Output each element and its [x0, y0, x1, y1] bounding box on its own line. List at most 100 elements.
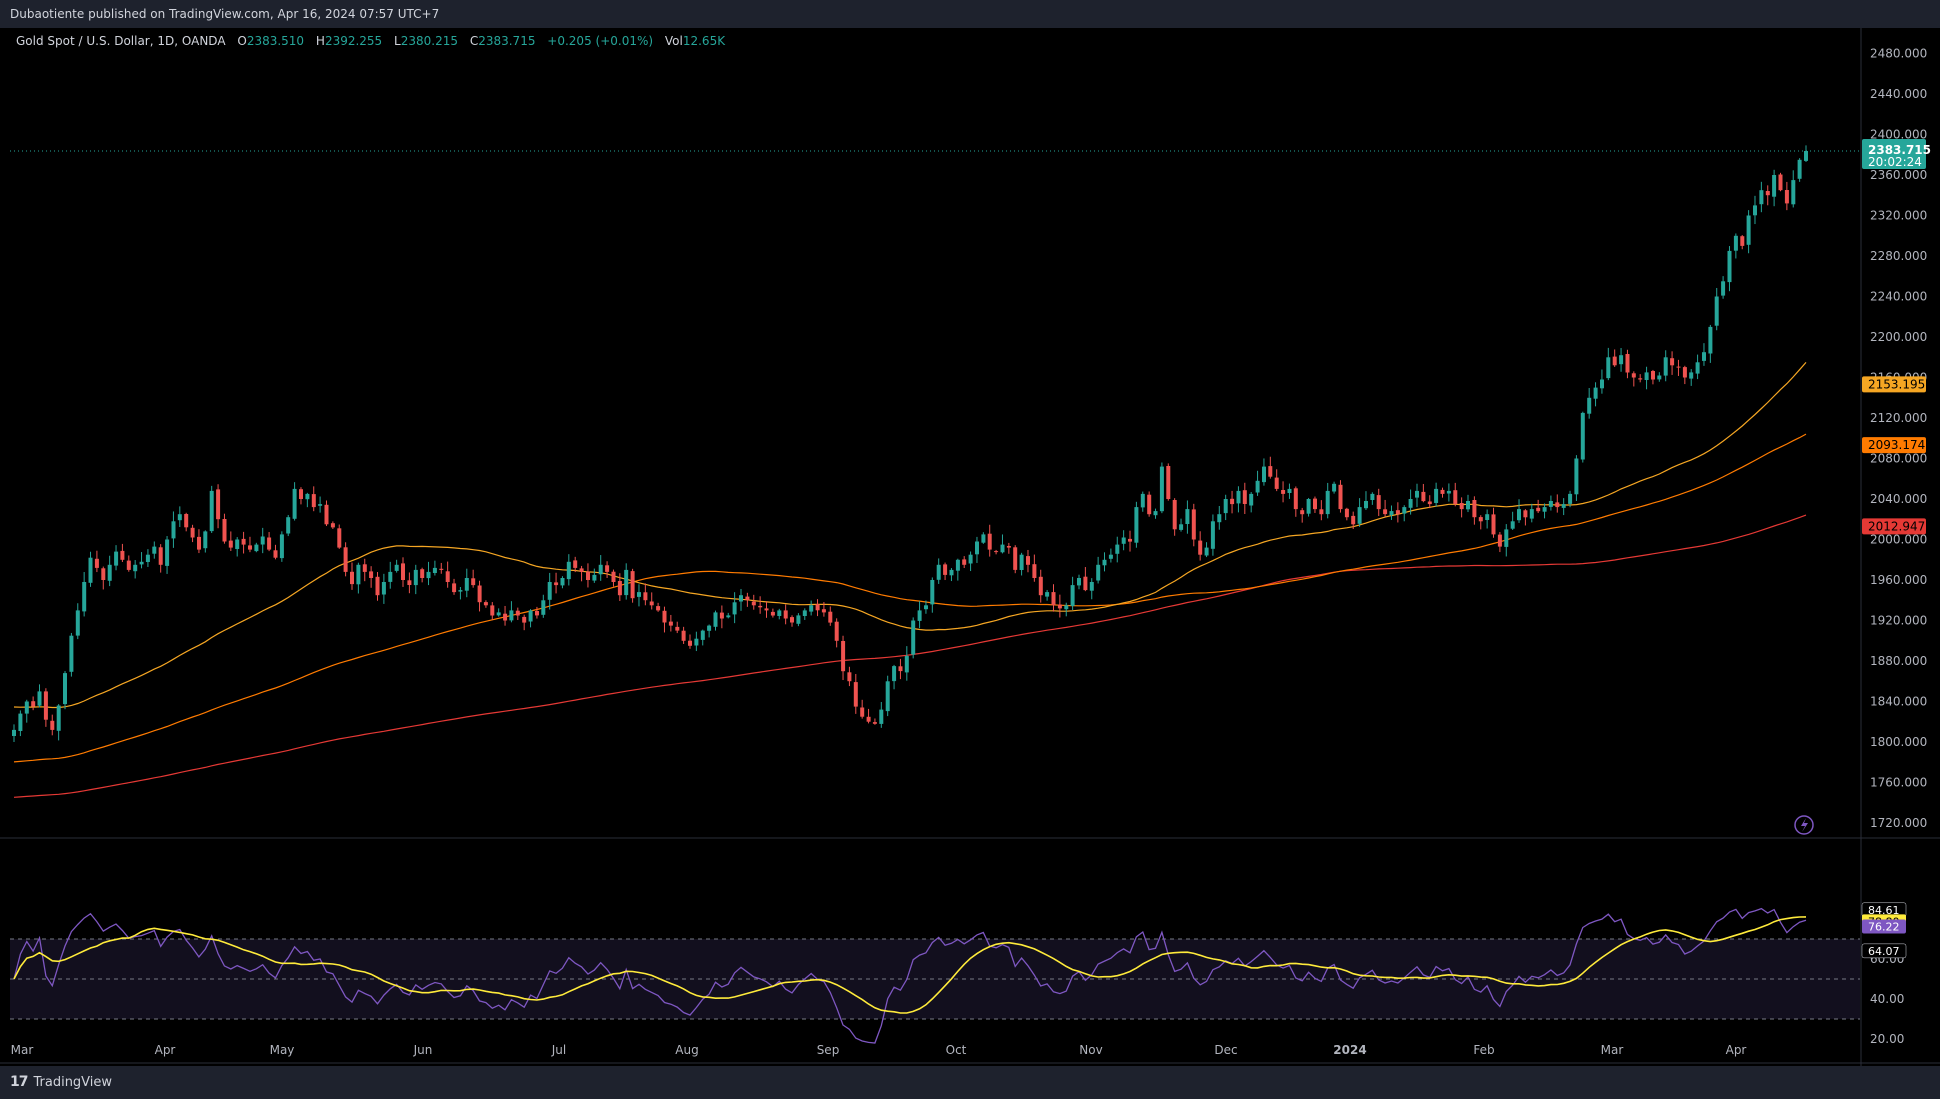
candle-body	[324, 504, 329, 525]
candle-body	[107, 564, 112, 581]
candle-body	[503, 613, 508, 621]
candle-body	[241, 538, 246, 545]
candle-body	[1255, 480, 1260, 493]
candle-body	[432, 567, 437, 573]
price-tick-label: 1880.000	[1870, 654, 1927, 668]
candle-body	[987, 533, 992, 550]
candle-body	[1395, 510, 1400, 515]
ohlc-legend: Gold Spot / U.S. Dollar, 1D, OANDA O2383…	[16, 34, 733, 48]
candle-body	[1313, 498, 1317, 510]
candle-body	[866, 716, 871, 722]
candle-body	[1619, 355, 1624, 365]
time-tick-label: Feb	[1473, 1043, 1494, 1057]
candle-body	[401, 563, 405, 580]
rsi-band	[10, 939, 1860, 1019]
candle-body	[18, 713, 23, 731]
candle-body	[267, 537, 272, 550]
candle-body	[1274, 477, 1279, 489]
candle-body	[1759, 190, 1764, 205]
candle-body	[471, 578, 476, 586]
candle-body	[1548, 501, 1553, 507]
rsi-value-badge	[1862, 919, 1906, 934]
candle-body	[1325, 490, 1330, 515]
candles	[10, 145, 1860, 743]
close-value: 2383.715	[478, 34, 536, 48]
candle-body	[1784, 190, 1789, 204]
candle-body	[758, 605, 763, 608]
candle-body	[924, 605, 928, 610]
candle-body	[1204, 547, 1209, 556]
candle-body	[101, 568, 106, 580]
candle-body	[726, 615, 731, 618]
candle-body	[407, 580, 412, 585]
candle-body	[522, 616, 527, 623]
candle-body	[1051, 592, 1056, 606]
candle-body	[841, 641, 846, 672]
candle-body	[643, 592, 648, 601]
time-tick-label: Jun	[413, 1043, 433, 1057]
rsi-value-label: 84.61	[1868, 904, 1900, 917]
candle-body	[560, 578, 565, 586]
candle-body	[165, 539, 170, 566]
candle-body	[707, 625, 712, 631]
candle-body	[1057, 604, 1062, 609]
candle-body	[286, 517, 291, 534]
candle-body	[1172, 500, 1177, 530]
publish-info: Dubaotiente published on TradingView.com…	[10, 7, 440, 21]
candle-body	[904, 655, 909, 673]
candle-body	[885, 681, 890, 712]
candle-body	[1096, 564, 1101, 581]
tradingview-brand[interactable]: 17 TradingView	[10, 1074, 112, 1090]
candle-body	[1434, 488, 1439, 503]
candle-body	[145, 554, 150, 562]
candle-body	[1115, 544, 1120, 554]
price-tick-label: 2240.000	[1870, 290, 1927, 304]
candle-body	[573, 560, 578, 568]
candle-body	[713, 612, 718, 627]
candle-body	[1242, 490, 1247, 504]
candle-body	[126, 560, 131, 570]
candle-body	[1765, 191, 1770, 196]
candle-body	[1791, 180, 1796, 205]
candle-body	[719, 612, 724, 619]
candle-body	[605, 565, 610, 572]
time-tick-label: 2024	[1333, 1043, 1366, 1057]
candle-body	[688, 640, 692, 646]
candle-body	[1772, 175, 1777, 197]
low-value: 2380.215	[400, 34, 458, 48]
candle-body	[1708, 326, 1713, 354]
candle-body	[1102, 559, 1107, 566]
candle-body	[439, 568, 444, 570]
candle-body	[1670, 358, 1675, 366]
candle-body	[1370, 493, 1375, 500]
candle-body	[911, 620, 916, 655]
candle-body	[1651, 371, 1655, 380]
time-tick-label: Mar	[1601, 1043, 1624, 1057]
candle-body	[1727, 250, 1732, 283]
price-tick-label: 2480.000	[1870, 47, 1927, 61]
candle-body	[279, 534, 284, 559]
candle-body	[1077, 578, 1081, 586]
candle-body	[43, 691, 48, 720]
candle-body	[1510, 521, 1515, 529]
time-tick-label: Jul	[551, 1043, 566, 1057]
candle-body	[452, 583, 457, 593]
candle-body	[1682, 367, 1687, 378]
candle-body	[1026, 556, 1030, 565]
candle-body	[1293, 488, 1298, 510]
candle-body	[1376, 495, 1381, 510]
candle-body	[356, 564, 361, 585]
candle-body	[299, 489, 303, 499]
candle-body	[1134, 507, 1139, 543]
candle-body	[936, 564, 941, 580]
rsi-value-badge	[1861, 943, 1907, 959]
candle-body	[337, 528, 342, 548]
candle-body	[1338, 484, 1343, 510]
candle-body	[120, 550, 125, 560]
candle-body	[426, 571, 431, 579]
ma-value-badge	[1862, 376, 1926, 393]
candle-body	[649, 601, 654, 606]
change-value: +0.205 (+0.01%)	[547, 34, 654, 48]
